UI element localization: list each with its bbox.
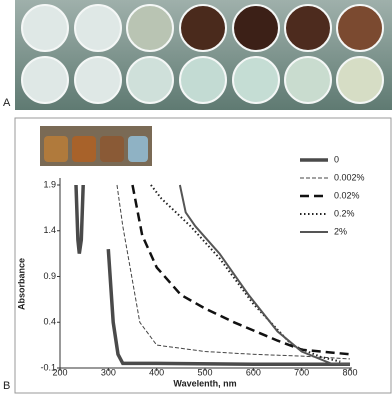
x-tick-label: 800: [342, 367, 357, 377]
panel-label: B: [3, 380, 10, 392]
y-tick-label: 0.4: [43, 317, 56, 327]
y-tick-label: 1.4: [43, 225, 56, 235]
photo-wells: [15, 0, 392, 110]
plot-area: [74, 184, 351, 367]
legend-label: 0.2%: [334, 208, 355, 218]
photo-vials: [40, 126, 152, 166]
series-line: [74, 184, 350, 367]
x-tick-label: 500: [197, 367, 212, 377]
legend-label: 0.002%: [334, 172, 365, 182]
y-tick-label: 0.9: [43, 271, 56, 281]
series-line: [178, 184, 351, 366]
x-tick-label: 200: [52, 367, 67, 377]
x-tick-label: 600: [246, 367, 261, 377]
legend-label: 0: [334, 154, 339, 164]
x-tick-label: 300: [101, 367, 116, 377]
legend-label: 2%: [334, 226, 347, 236]
panel-label: A: [3, 97, 11, 109]
x-tick-label: 700: [294, 367, 309, 377]
x-axis-label: Wavelenth, nm: [173, 378, 236, 388]
y-tick-label: 1.9: [43, 179, 56, 189]
y-axis-label: Absorbance: [16, 258, 26, 310]
series-line: [131, 184, 351, 356]
y-tick-label: -0.1: [40, 362, 56, 372]
series-line: [116, 184, 351, 360]
legend-label: 0.02%: [334, 190, 360, 200]
series-line: [150, 184, 341, 363]
x-tick-label: 400: [149, 367, 164, 377]
